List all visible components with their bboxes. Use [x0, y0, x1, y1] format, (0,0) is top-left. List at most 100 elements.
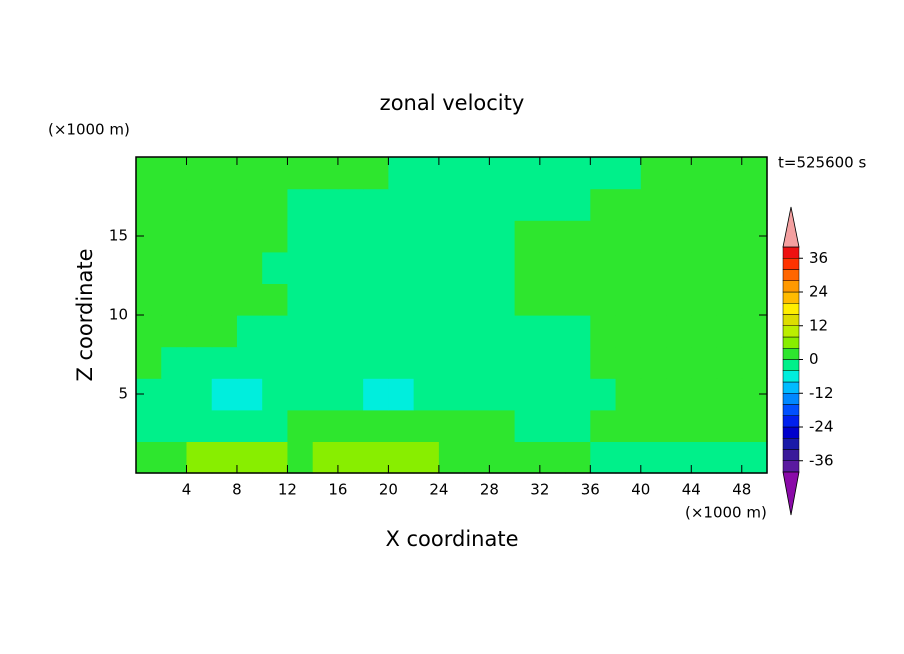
contour-cell: [539, 409, 566, 442]
contour-cell: [464, 409, 490, 442]
contour-cell: [161, 378, 188, 411]
contour-cell: [565, 409, 591, 442]
contour-cell: [211, 346, 238, 379]
contour-cell: [590, 188, 617, 221]
contour-cell: [161, 157, 188, 190]
contour-cell: [666, 346, 692, 379]
contour-cell: [262, 157, 289, 190]
contour-cell: [464, 283, 490, 316]
contour-cell: [236, 251, 263, 284]
contour-cell: [262, 188, 289, 221]
contour-cell: [741, 346, 768, 379]
contour-cell: [514, 441, 541, 474]
contour-cell: [262, 346, 289, 379]
contour-cell: [236, 346, 263, 379]
contour-cell: [691, 157, 718, 190]
contour-field: [136, 157, 768, 474]
contour-cell: [186, 251, 213, 284]
contour-cell: [388, 378, 415, 411]
contour-cell: [438, 251, 465, 284]
x-tick-label: 8: [232, 481, 242, 499]
contour-cell: [262, 441, 289, 474]
colorbar-cell: [782, 325, 800, 338]
contour-cell: [186, 409, 213, 442]
contour-cell: [262, 409, 289, 442]
contour-cell: [514, 315, 541, 348]
colorbar-cell: [782, 460, 800, 473]
contour-cell: [211, 315, 238, 348]
colorbar-cell: [782, 246, 800, 259]
contour-cell: [666, 283, 692, 316]
contour-cell: [161, 346, 188, 379]
contour-cell: [211, 251, 238, 284]
x-unit: (×1000 m): [685, 504, 767, 522]
contour-cell: [312, 188, 339, 221]
contour-cell: [640, 441, 667, 474]
contour-cell: [186, 315, 213, 348]
contour-cell: [363, 251, 389, 284]
colorbar-tick-label: 0: [809, 350, 819, 368]
contour-cell: [312, 157, 339, 190]
contour-cell: [666, 251, 692, 284]
contour-cell: [211, 220, 238, 253]
contour-cell: [363, 315, 389, 348]
contour-cell: [666, 378, 692, 411]
colorbar-cell: [782, 426, 800, 439]
contour-cell: [666, 409, 692, 442]
contour-cell: [691, 346, 718, 379]
contour-cell: [287, 346, 314, 379]
contour-cell: [438, 409, 465, 442]
contour-cell: [640, 220, 667, 253]
colorbar-cell: [782, 415, 800, 428]
contour-cell: [489, 409, 516, 442]
contour-cell: [464, 315, 490, 348]
contour-cell: [565, 378, 591, 411]
x-tick-label: 12: [278, 481, 297, 499]
contour-cell: [136, 441, 162, 474]
contour-cell: [539, 157, 566, 190]
contour-cell: [691, 378, 718, 411]
colorbar-cell: [782, 280, 800, 293]
contour-cell: [287, 188, 314, 221]
contour-cell: [186, 157, 213, 190]
contour-cell: [514, 346, 541, 379]
contour-cell: [236, 157, 263, 190]
colorbar-cell: [782, 336, 800, 349]
contour-cell: [161, 251, 188, 284]
contour-cell: [716, 283, 743, 316]
contour-cell: [615, 346, 642, 379]
colorbar-tick-label: 12: [809, 316, 828, 334]
contour-cell: [211, 409, 238, 442]
x-tick-label: 36: [581, 481, 600, 499]
contour-cell: [413, 157, 440, 190]
time-label: t=525600 s: [778, 154, 866, 172]
contour-cell: [287, 409, 314, 442]
contour-cell: [666, 188, 692, 221]
contour-cell: [312, 378, 339, 411]
contour-cell: [691, 315, 718, 348]
contour-cell: [489, 378, 516, 411]
contour-cell: [741, 409, 768, 442]
x-tick-label: 4: [182, 481, 192, 499]
contour-cell: [262, 315, 289, 348]
x-tick-label: 20: [379, 481, 398, 499]
contour-cell: [741, 315, 768, 348]
colorbar-cell: [782, 359, 800, 371]
contour-cell: [312, 315, 339, 348]
contour-cell: [464, 157, 490, 190]
contour-cell: [186, 188, 213, 221]
contour-cell: [464, 441, 490, 474]
chart-title: zonal velocity: [380, 91, 525, 115]
contour-cell: [337, 188, 364, 221]
contour-cell: [741, 188, 768, 221]
contour-cell: [590, 220, 617, 253]
contour-cell: [716, 409, 743, 442]
contour-cell: [337, 378, 364, 411]
contour-cell: [211, 441, 238, 474]
contour-cell: [136, 409, 162, 442]
contour-cell: [691, 409, 718, 442]
contour-cell: [388, 441, 415, 474]
contour-cell: [337, 346, 364, 379]
contour-cell: [514, 283, 541, 316]
